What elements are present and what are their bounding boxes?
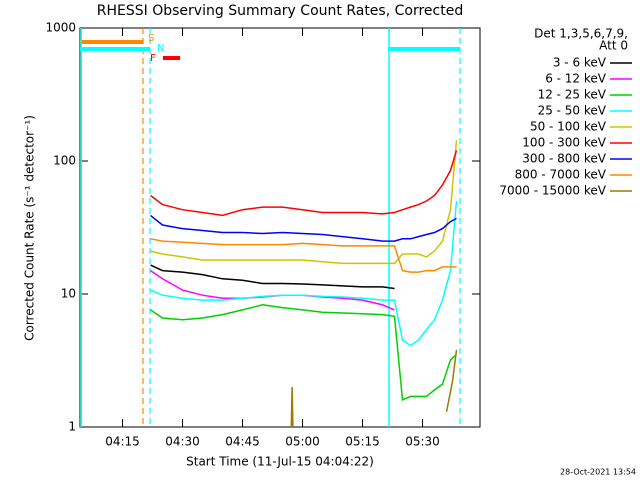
y-tick-label: 10	[61, 287, 76, 301]
flag-label: N	[157, 43, 164, 54]
y-tick-label: 1000	[45, 21, 76, 35]
y-tick-label: 100	[53, 154, 76, 168]
flag-label: F	[150, 53, 156, 64]
legend-label: 50 - 100 keV	[530, 120, 607, 134]
series-line	[150, 140, 458, 265]
series-line	[150, 150, 458, 217]
series-line	[150, 264, 395, 290]
legend-label: 25 - 50 keV	[538, 104, 607, 118]
legend-label: 800 - 7000 keV	[515, 168, 607, 182]
plot-frame	[79, 27, 481, 428]
series-line	[290, 349, 458, 427]
legend-label: 300 - 800 keV	[522, 152, 606, 166]
legend-label: 6 - 12 keV	[545, 72, 607, 86]
x-tick-label: 05:15	[345, 435, 380, 449]
legend-label: 12 - 25 keV	[538, 88, 607, 102]
legend-label: 100 - 300 keV	[522, 136, 606, 150]
x-axis-label: Start Time (11-Jul-15 04:04:22)	[186, 455, 374, 469]
x-tick-label: 05:00	[285, 435, 320, 449]
x-tick-label: 05:30	[405, 435, 440, 449]
flag-label: S	[148, 33, 154, 44]
series-line	[150, 200, 458, 347]
plot-area	[80, 28, 461, 427]
series-line	[150, 238, 457, 273]
legend-label: 3 - 6 keV	[553, 56, 607, 70]
legend-label: 7000 - 15000 keV	[499, 184, 606, 198]
series-line	[150, 269, 395, 311]
legend-header: Det 1,3,5,6,7,9,	[534, 27, 628, 41]
x-tick-label: 04:15	[105, 435, 140, 449]
y-tick-label: 1	[68, 420, 76, 434]
x-tick-label: 04:30	[165, 435, 200, 449]
chart-title: RHESSI Observing Summary Count Rates, Co…	[97, 3, 463, 19]
x-tick-label: 04:45	[225, 435, 260, 449]
footer-date: 28-Oct-2021 13:54	[560, 468, 636, 477]
legend-header: Att 0	[599, 39, 628, 53]
series-line	[150, 214, 457, 242]
series-line	[150, 304, 457, 402]
y-axis-label: Corrected Count Rate (s⁻¹ detector⁻¹)	[23, 115, 37, 341]
